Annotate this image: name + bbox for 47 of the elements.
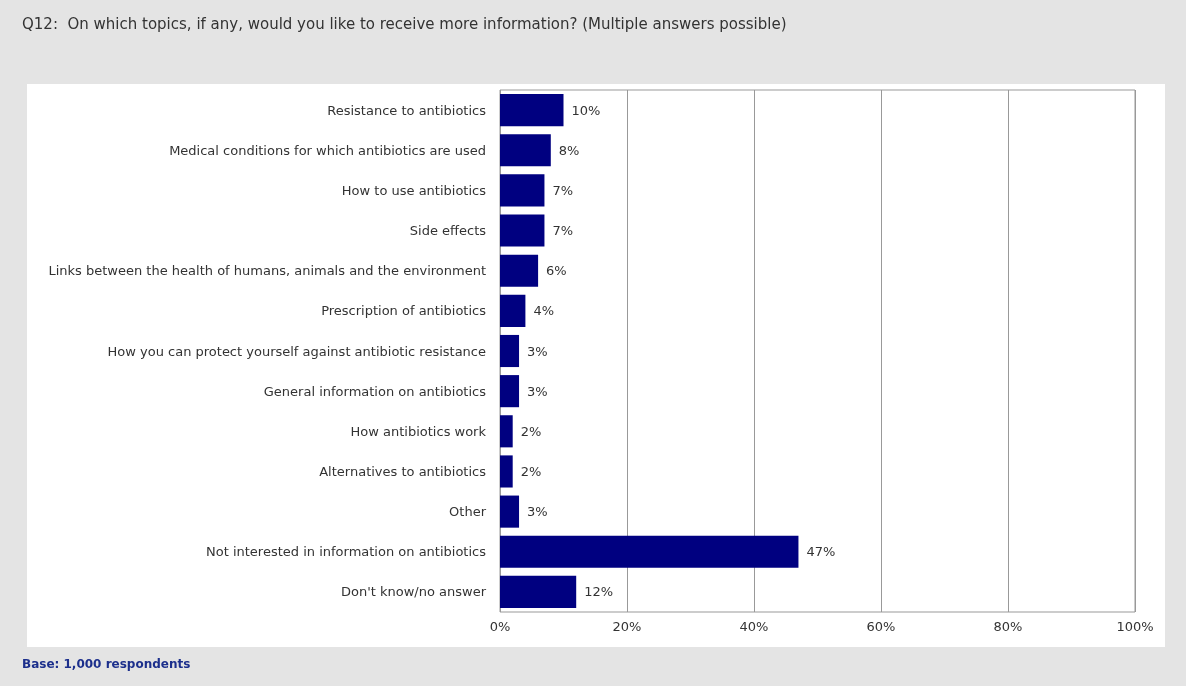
y-tick-label: Links between the health of humans, animals and the environment [48,263,486,279]
x-tick-label: 40% [739,619,769,634]
x-tick-label: 60% [866,619,896,634]
y-tick-label: How you can protect yourself against antibiotic resistance [107,343,486,359]
data-label: 4% [533,303,555,319]
bar [500,294,526,327]
x-tick-label: 0% [489,619,511,634]
bar [500,334,520,368]
data-label: 3% [527,504,548,520]
y-tick-label: Side effects [409,223,487,239]
y-tick-label: Medical conditions for which antibiotics are used [169,142,486,158]
y-tick-label: Prescription of antibiotics [321,303,487,319]
data-label: 7% [552,223,574,239]
x-tick-label: 80% [993,619,1023,634]
chart-title: Q12: On which topics, if any, would you like to receive more information? (Multiple answers possible) [22,14,787,33]
x-tick-label: 20% [612,619,642,634]
data-label: 12% [584,584,614,600]
data-label: 2% [520,423,542,439]
y-tick-label: General information on antibiotics [263,383,487,399]
data-label: 47% [806,544,836,560]
data-label: 3% [527,383,548,399]
bar [500,134,551,167]
data-label: 10% [571,102,601,118]
bar [500,174,545,207]
text: Base: 1,000 respondents [22,657,191,671]
bar [500,455,513,488]
bar [500,495,520,528]
x-tick-label: 100% [1116,619,1154,634]
data-label: 3% [527,343,548,359]
bar [500,375,520,408]
bar [500,214,545,247]
y-tick-label: How to use antibiotics [341,182,487,198]
y-tick-label: Don't know/no answer [340,584,487,600]
data-label: 8% [558,142,580,158]
bar [500,575,577,608]
data-label: 2% [520,463,542,479]
bar [500,94,564,127]
bar [500,415,513,448]
y-tick-label: Other [449,504,487,520]
data-label: 6% [546,263,567,279]
y-tick-label: How antibiotics work [350,423,487,439]
bar [500,535,799,568]
bar [500,254,539,287]
y-tick-label: Resistance to antibiotics [327,102,487,118]
data-label: 7% [552,182,574,198]
y-tick-label: Alternatives to antibiotics [319,463,487,479]
y-tick-label: Not interested in information on antibiotics [206,544,487,560]
